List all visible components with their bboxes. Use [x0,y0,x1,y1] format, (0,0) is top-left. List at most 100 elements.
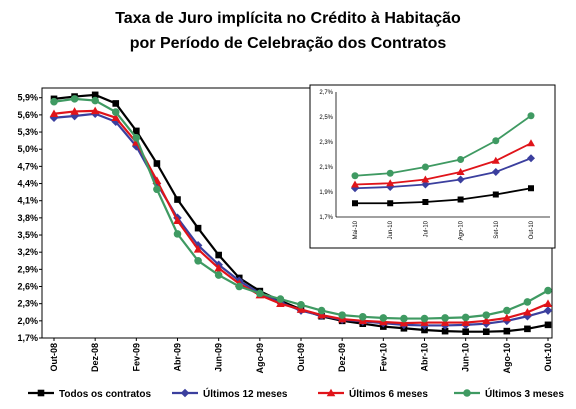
x-tick-label: Fev-10 [378,343,388,372]
inset-series-line [354,115,532,177]
y-tick-label: 5,6% [17,110,38,120]
main-data-point [441,327,449,335]
main-data-point [193,245,203,253]
y-tick-label: 3,5% [17,230,38,240]
main-data-point [503,327,511,335]
main-data-point [523,298,532,306]
main-data-point [132,133,141,142]
inset-x-tick-label: Ago-10 [459,220,465,240]
main-data-point [523,307,532,316]
inset-data-point [456,175,465,184]
main-data-point [544,286,552,295]
main-data-point [194,256,202,265]
x-tick-label: Jun-10 [461,343,471,372]
main-data-point [358,313,367,321]
inset-y-tick-label: 1,7% [319,215,333,221]
main-data-point [173,216,182,225]
y-tick-label: 4,4% [17,179,38,189]
inset-data-point [527,139,535,147]
main-data-point [90,106,100,115]
main-data-point [297,301,305,309]
main-data-point [544,321,552,329]
inset-data-point [386,179,395,187]
main-data-point [524,325,531,333]
y-tick-label: 2,6% [17,282,38,292]
inset-data-point [387,200,394,207]
main-data-point [399,318,409,327]
legend-entry-3: Últimos 3 meses [454,387,564,400]
legend-label: Últimos 3 meses [485,387,564,400]
main-data-point [462,328,469,336]
legend-entry-0: Todos os contratos [28,389,151,400]
main-data-point [420,314,429,323]
main-data-point [543,299,553,307]
chart-title: Taxa de Juro implícita no Crédito à Habi… [0,6,576,56]
inset-data-point [457,196,464,203]
legend-label: Últimos 6 meses [349,387,428,400]
y-tick-label: 4,7% [17,161,38,171]
main-series-2 [49,106,553,327]
y-tick-label: 5,0% [17,144,38,154]
main-data-point [543,306,553,315]
main-data-point [70,95,79,103]
main-data-point [91,96,99,105]
x-tick-label: Dez-09 [337,343,347,372]
legend-entry-1: Últimos 12 meses [172,387,288,400]
inset-data-point [421,175,430,183]
main-data-point [440,318,450,326]
x-tick-label: Abr-10 [420,343,430,372]
inset-series-3 [351,112,535,180]
main-data-point [153,185,161,194]
y-tick-label: 3,8% [17,213,38,223]
main-data-point [214,263,223,272]
inset-data-point [422,199,429,205]
inset-data-point [351,180,359,188]
inset-y-tick-label: 2,7% [319,90,333,96]
chart-title-line-1: Taxa de Juro implícita no Crédito à Habi… [115,10,461,27]
x-tick-label: Out-09 [296,343,306,372]
inset-data-point [457,156,465,163]
main-data-point [296,305,306,313]
x-tick-label: Fev-09 [131,343,141,372]
main-data-point [49,109,59,118]
y-tick-label: 4,1% [17,196,38,206]
main-data-point [317,306,326,315]
legend-swatch-marker [463,389,471,397]
main-data-point [379,314,388,322]
inset-data-point [491,156,500,164]
main-data-point [461,318,470,326]
main-data-point [91,91,99,99]
x-tick-label: Jun-09 [214,343,224,372]
main-data-point [461,313,470,322]
inset-data-point [352,200,358,207]
inset-y-tick-label: 2,1% [319,165,333,171]
inset-data-point [351,172,359,180]
inset-data-point [386,169,394,177]
inset-chart-frame [309,84,556,249]
inset-data-point [491,168,500,176]
chart-title-line-2: por Período de Celebração dos Contratos [129,35,447,52]
x-tick-label: Dez-08 [90,343,100,372]
main-data-point [441,314,449,322]
y-tick-label: 2,3% [17,299,38,309]
x-tick-label: Out-10 [543,343,553,372]
y-tick-label: 3,2% [17,247,38,257]
inset-data-point [528,185,534,192]
inset-series-line [354,142,532,186]
inset-data-point [456,168,465,175]
inset-x-tick-label: Out-10 [529,220,535,239]
main-data-point [173,230,182,238]
main-data-point [112,100,120,107]
inset-x-tick-label: Jul-10 [423,220,429,237]
legend-swatch-marker [37,389,45,397]
inset-x-tick-label: Jun-10 [388,220,394,239]
main-data-point [235,282,244,291]
main-data-point [174,196,181,203]
legend-label: Todos os contratos [59,389,151,400]
inset-y-tick-label: 2,5% [319,115,333,121]
main-data-point [133,127,140,135]
main-data-point [338,311,346,319]
main-data-point [276,299,285,307]
inset-series-2 [351,139,535,188]
